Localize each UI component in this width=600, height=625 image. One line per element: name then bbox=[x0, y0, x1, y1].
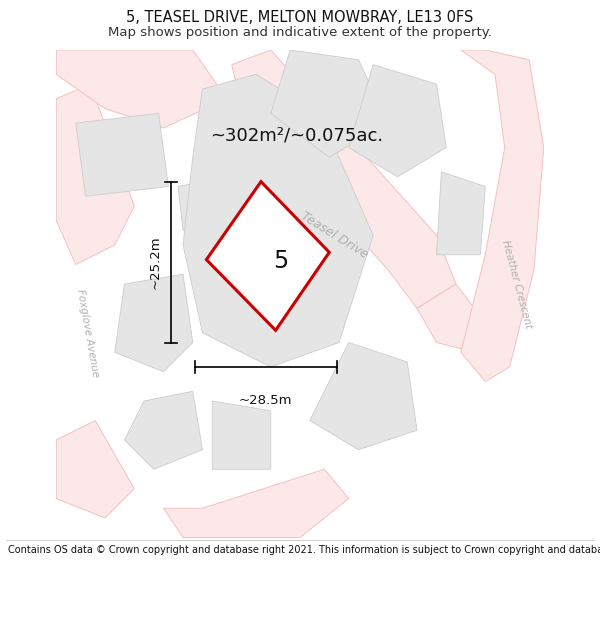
Polygon shape bbox=[124, 391, 202, 469]
Text: Foxglove Avenue: Foxglove Avenue bbox=[75, 288, 101, 378]
Polygon shape bbox=[115, 274, 193, 372]
Polygon shape bbox=[437, 172, 485, 255]
Polygon shape bbox=[271, 50, 388, 158]
Text: 5, TEASEL DRIVE, MELTON MOWBRAY, LE13 0FS: 5, TEASEL DRIVE, MELTON MOWBRAY, LE13 0F… bbox=[127, 10, 473, 25]
Text: ~28.5m: ~28.5m bbox=[239, 394, 293, 407]
Polygon shape bbox=[178, 177, 232, 231]
Text: Heather Crescent: Heather Crescent bbox=[500, 239, 533, 329]
Polygon shape bbox=[232, 50, 456, 308]
Polygon shape bbox=[310, 342, 417, 450]
Polygon shape bbox=[206, 182, 329, 330]
Polygon shape bbox=[461, 50, 544, 381]
Polygon shape bbox=[56, 84, 134, 264]
Text: ~302m²/~0.075ac.: ~302m²/~0.075ac. bbox=[210, 126, 383, 144]
Text: Teasel Drive: Teasel Drive bbox=[298, 209, 370, 261]
Polygon shape bbox=[76, 113, 169, 196]
Polygon shape bbox=[417, 284, 485, 352]
Polygon shape bbox=[212, 401, 271, 469]
Polygon shape bbox=[56, 421, 134, 518]
Text: Map shows position and indicative extent of the property.: Map shows position and indicative extent… bbox=[108, 26, 492, 39]
Text: Contains OS data © Crown copyright and database right 2021. This information is : Contains OS data © Crown copyright and d… bbox=[8, 546, 600, 556]
Polygon shape bbox=[56, 50, 227, 128]
Polygon shape bbox=[163, 469, 349, 538]
Polygon shape bbox=[349, 64, 446, 177]
Text: ~25.2m: ~25.2m bbox=[149, 235, 162, 289]
Text: 5: 5 bbox=[272, 249, 288, 273]
Polygon shape bbox=[183, 74, 373, 367]
